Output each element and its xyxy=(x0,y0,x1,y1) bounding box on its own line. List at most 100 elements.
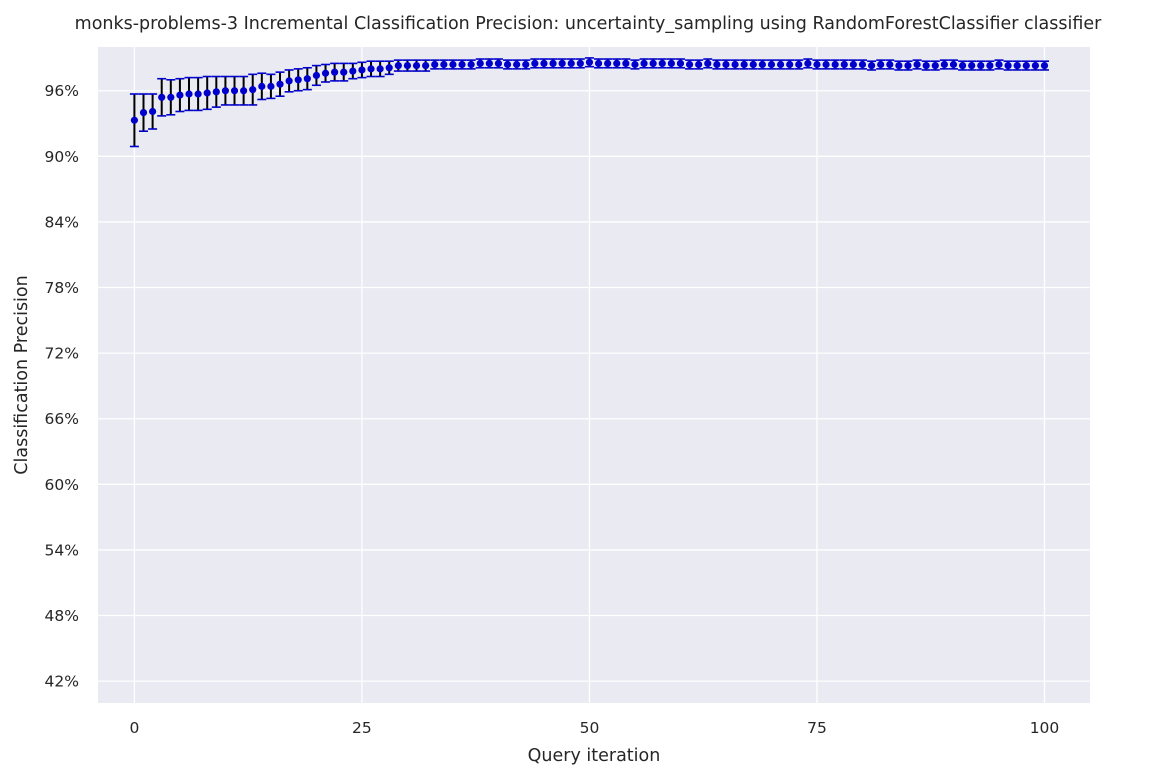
y-tick-label: 72% xyxy=(45,345,79,363)
data-point xyxy=(986,61,994,70)
y-axis-label: Classification Precision xyxy=(12,275,32,474)
data-point xyxy=(212,88,220,96)
data-point xyxy=(795,60,803,69)
data-point xyxy=(1040,61,1049,70)
data-point xyxy=(303,75,311,83)
y-tick-label: 48% xyxy=(45,607,79,625)
data-point xyxy=(867,61,876,70)
data-point xyxy=(940,60,948,69)
data-point xyxy=(776,60,785,69)
data-point xyxy=(230,87,239,95)
y-tick-label: 42% xyxy=(45,673,79,691)
data-point xyxy=(549,59,557,67)
grid-lines xyxy=(98,47,1090,703)
y-tick-label: 78% xyxy=(45,279,79,297)
data-point xyxy=(494,59,503,67)
data-point xyxy=(294,76,302,84)
data-point xyxy=(886,60,894,69)
data-point xyxy=(913,60,921,69)
data-point xyxy=(376,65,384,73)
data-point xyxy=(604,59,612,67)
data-point xyxy=(403,61,412,70)
data-point xyxy=(567,59,575,67)
data-point xyxy=(968,61,976,70)
data-point xyxy=(485,59,493,67)
data-point xyxy=(958,61,967,70)
y-tick-label: 90% xyxy=(45,148,79,166)
data-point xyxy=(349,67,357,75)
data-point xyxy=(1004,61,1012,70)
data-point xyxy=(467,60,475,69)
x-tick-label: 0 xyxy=(129,719,139,737)
data-point xyxy=(367,65,375,73)
data-point xyxy=(622,59,630,67)
y-tick-labels: 42% 48% 54% 60% 66% 72% 78% 84% 90% 96% xyxy=(45,82,79,690)
data-point xyxy=(576,59,584,67)
data-point xyxy=(158,93,166,101)
data-point xyxy=(658,59,666,67)
y-tick-label: 66% xyxy=(45,410,79,428)
data-point xyxy=(904,61,912,70)
data-point xyxy=(258,82,266,90)
data-point xyxy=(813,60,821,69)
data-point xyxy=(922,61,930,70)
data-point xyxy=(931,61,939,70)
data-point xyxy=(412,61,421,70)
data-point xyxy=(1022,61,1030,70)
data-point xyxy=(585,58,594,66)
data-point xyxy=(340,68,348,76)
data-point xyxy=(185,90,193,98)
data-point xyxy=(1013,61,1021,70)
x-tick-label: 100 xyxy=(1030,719,1060,737)
data-point xyxy=(722,60,730,69)
data-point xyxy=(194,90,202,98)
data-point xyxy=(858,60,867,69)
data-point xyxy=(713,60,721,69)
data-point xyxy=(385,64,393,72)
data-point xyxy=(458,60,466,69)
data-point xyxy=(895,61,903,70)
data-point xyxy=(312,71,321,80)
data-point xyxy=(167,93,175,101)
data-point xyxy=(449,60,457,69)
data-point xyxy=(503,60,512,69)
data-point xyxy=(531,59,539,67)
data-point xyxy=(640,59,648,67)
data-point xyxy=(540,59,548,67)
data-point xyxy=(704,59,712,67)
data-point xyxy=(176,91,184,99)
data-point xyxy=(749,60,757,69)
x-axis-label: Query iteration xyxy=(528,746,661,766)
plot-area xyxy=(98,47,1090,703)
x-tick-labels: 0 25 50 75 100 xyxy=(129,719,1059,737)
data-point xyxy=(558,59,566,67)
data-point xyxy=(394,61,402,70)
data-point xyxy=(221,87,230,95)
data-point xyxy=(849,60,857,69)
data-point xyxy=(631,60,639,69)
data-point xyxy=(594,59,603,67)
data-point xyxy=(767,60,776,69)
data-point xyxy=(731,60,739,69)
data-point xyxy=(139,109,148,117)
data-point xyxy=(831,60,839,69)
data-point xyxy=(321,69,330,77)
data-point xyxy=(267,82,275,90)
data-point xyxy=(440,60,448,69)
data-point xyxy=(877,60,885,69)
data-point xyxy=(422,61,430,70)
y-tick-label: 60% xyxy=(45,476,79,494)
data-point xyxy=(276,80,284,88)
data-point xyxy=(240,87,248,95)
data-point xyxy=(995,60,1003,69)
data-point xyxy=(1031,61,1039,70)
data-point xyxy=(667,59,675,67)
data-point xyxy=(786,60,794,69)
data-point xyxy=(949,60,958,69)
data-point xyxy=(249,86,257,94)
y-tick-label: 96% xyxy=(45,82,79,100)
data-point xyxy=(758,60,766,69)
y-tick-label: 84% xyxy=(45,213,79,231)
data-point xyxy=(431,60,439,69)
